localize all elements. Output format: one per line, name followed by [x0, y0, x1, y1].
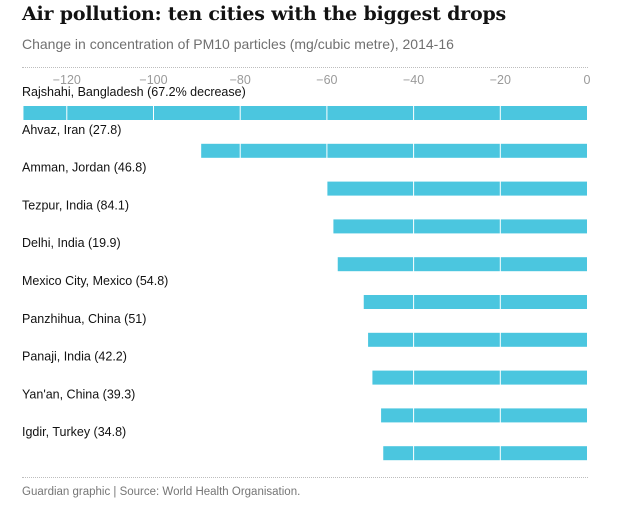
x-tick-label: −60 — [316, 73, 337, 87]
category-label: Tezpur, India (84.1) — [22, 198, 129, 212]
x-tick-label: −40 — [403, 73, 424, 87]
bar — [337, 257, 587, 272]
category-label: Rajshahi, Bangladesh (67.2% decrease) — [22, 85, 246, 99]
bar — [372, 370, 587, 385]
category-label: Mexico City, Mexico (54.8) — [22, 274, 168, 288]
category-label: Delhi, India (19.9) — [22, 236, 121, 250]
bar — [201, 143, 587, 158]
category-label: Yan'an, China (39.3) — [22, 387, 135, 401]
category-label: Panaji, India (42.2) — [22, 350, 127, 364]
x-tick-label: 0 — [584, 73, 591, 87]
bar — [23, 106, 587, 120]
source-note: Guardian graphic | Source: World Health … — [22, 486, 301, 498]
x-axis-ticks: −120 −100 −80 −60 −40 −20 0 — [53, 73, 591, 87]
bar — [383, 446, 587, 461]
category-label: Panzhihua, China (51) — [22, 312, 146, 326]
chart-title: Air pollution: ten cities with the bigge… — [22, 3, 507, 25]
bar — [368, 332, 587, 347]
bar — [333, 219, 587, 234]
chart-subtitle: Change in concentration of PM10 particle… — [22, 36, 454, 52]
bar — [363, 295, 587, 309]
bars — [23, 106, 587, 461]
category-label: Amman, Jordan (46.8) — [22, 161, 146, 175]
gridlines — [66, 104, 501, 463]
x-tick-label: −100 — [139, 73, 167, 87]
bottom-divider — [22, 477, 588, 478]
bar — [326, 181, 587, 196]
bar — [381, 408, 587, 423]
category-labels: Rajshahi, Bangladesh (67.2% decrease) Ahv… — [22, 85, 246, 439]
x-tick-label: −80 — [230, 73, 251, 87]
category-label: Ahvaz, Iran (27.8) — [22, 123, 121, 137]
top-divider — [22, 67, 588, 68]
category-label: Igdir, Turkey (34.8) — [22, 425, 126, 439]
x-tick-label: −20 — [490, 73, 511, 87]
x-tick-label: −120 — [53, 73, 81, 87]
